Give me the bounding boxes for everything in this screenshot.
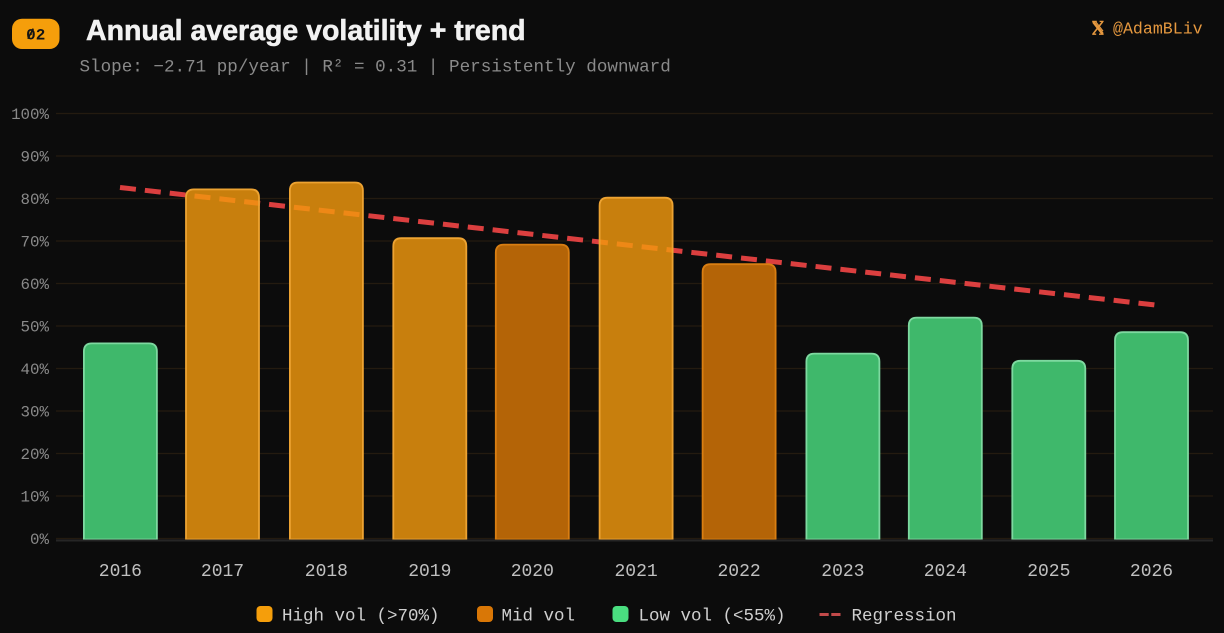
svg-text:2022: 2022 [717,562,760,582]
svg-text:60%: 60% [21,276,50,294]
svg-text:High vol (>70%): High vol (>70%) [282,607,440,627]
svg-text:80%: 80% [21,191,50,209]
svg-text:Low vol (<55%): Low vol (<55%) [639,607,786,627]
svg-text:90%: 90% [21,149,50,167]
svg-text:02: 02 [26,27,45,45]
svg-text:Annual average volatility + tr: Annual average volatility + trend [86,15,526,47]
svg-text:2021: 2021 [614,562,657,582]
svg-text:2016: 2016 [99,562,142,582]
svg-text:2026: 2026 [1130,562,1173,582]
svg-text:@AdamBLiv: @AdamBLiv [1113,20,1203,39]
svg-text:40%: 40% [21,361,50,379]
svg-text:0%: 0% [30,531,49,549]
svg-text:Regression: Regression [852,607,957,627]
svg-text:2025: 2025 [1027,562,1070,582]
svg-text:20%: 20% [21,446,50,464]
svg-text:100%: 100% [11,106,49,124]
svg-text:2018: 2018 [305,562,348,582]
svg-text:Slope: −2.71 pp/year | R² = 0.: Slope: −2.71 pp/year | R² = 0.31 | Persi… [80,58,671,78]
svg-text:70%: 70% [21,234,50,252]
svg-text:2017: 2017 [201,562,244,582]
svg-text:2024: 2024 [924,562,967,582]
svg-text:30%: 30% [21,404,50,422]
svg-text:2020: 2020 [511,562,554,582]
svg-text:2023: 2023 [821,562,864,582]
svg-text:2019: 2019 [408,562,451,582]
svg-text:10%: 10% [21,489,50,507]
svg-text:Mid vol: Mid vol [502,607,576,627]
svg-text:50%: 50% [21,319,50,337]
